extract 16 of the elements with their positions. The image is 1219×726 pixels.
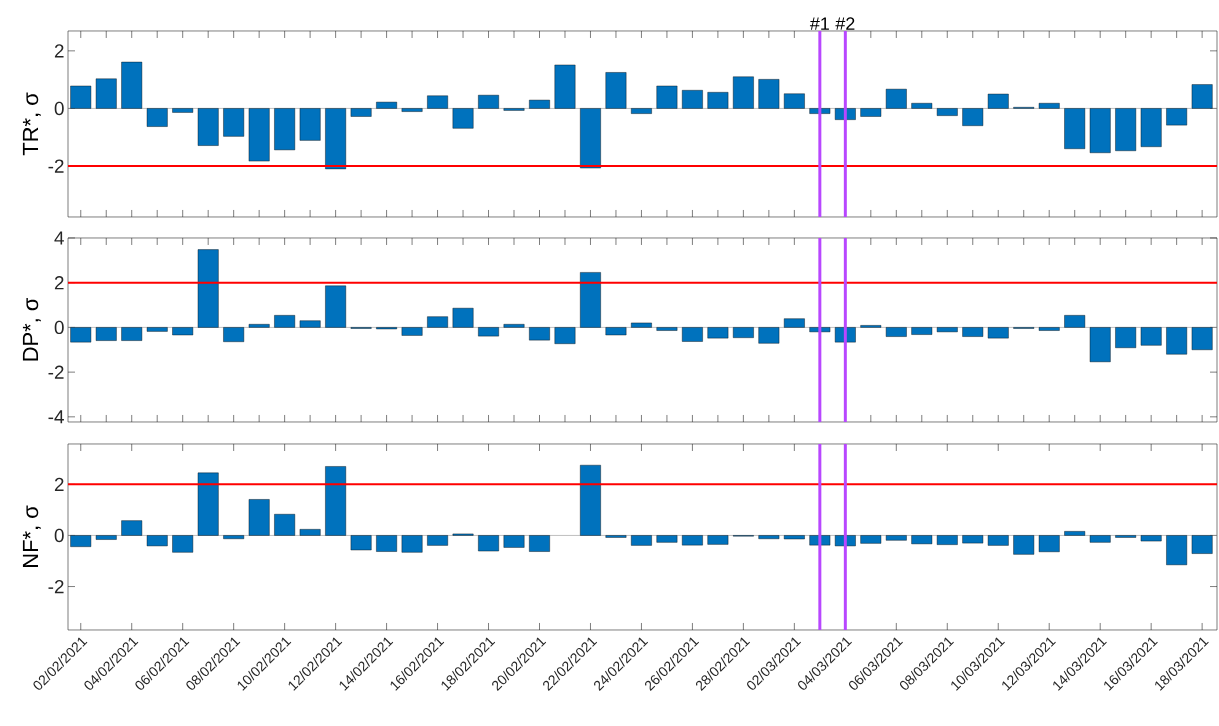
y-tick-label: 0: [54, 320, 64, 335]
y-axis-title: NF*, σ: [22, 505, 41, 567]
ref-line-label: #1: [809, 17, 829, 30]
y-tick-label: -2: [48, 159, 64, 173]
y-tick-label: 0: [54, 101, 64, 116]
y-tick-label: -4: [48, 410, 64, 424]
y-tick-label: 4: [54, 231, 64, 245]
y-tick-label: 2: [54, 477, 64, 491]
y-axis-title: DP*, σ: [22, 297, 41, 361]
y-tick-label: 0: [54, 528, 64, 543]
ref-line-label: #2: [835, 17, 855, 30]
y-axis-title: TR*, σ: [22, 92, 41, 156]
y-tick-label: 2: [54, 276, 64, 290]
y-tick-label: -2: [48, 365, 64, 379]
y-tick-label: -2: [48, 579, 64, 594]
y-tick-label: 2: [54, 44, 64, 58]
